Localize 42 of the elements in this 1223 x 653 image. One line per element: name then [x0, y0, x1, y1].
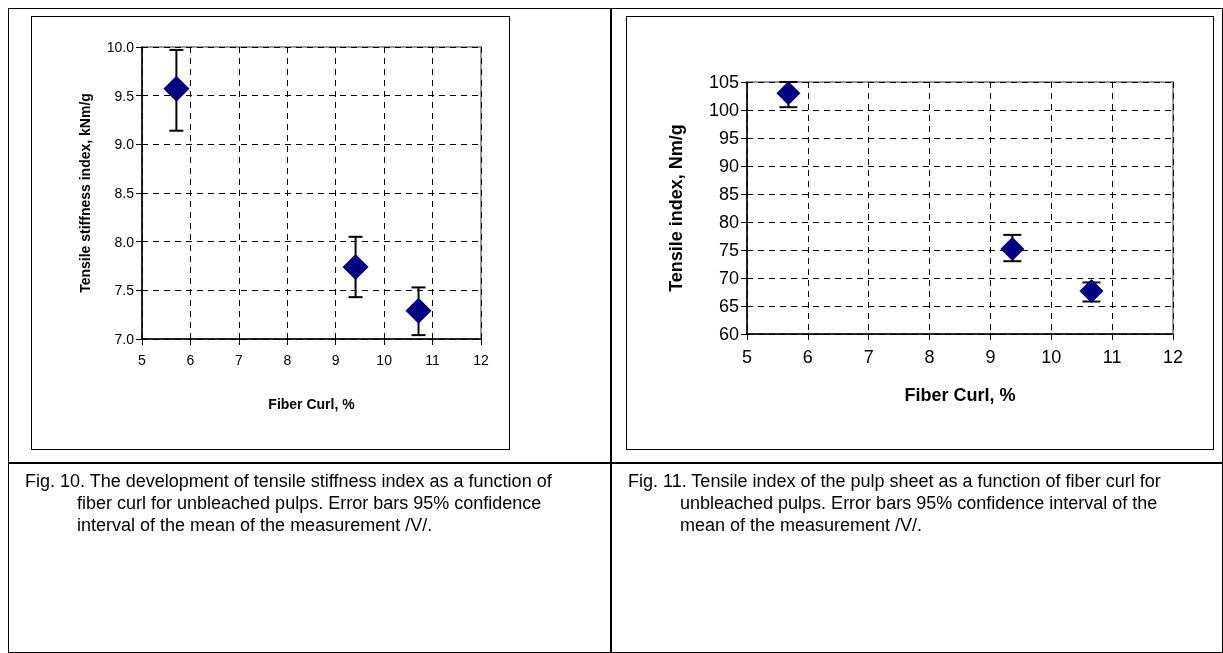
y-tick-label: 75: [718, 240, 739, 260]
y-tick-label: 70: [718, 268, 739, 288]
y-tick-label: 95: [718, 128, 739, 148]
y-axis-title: Tensile index, Nm/g: [666, 124, 686, 292]
x-axis-title: Fiber Curl, %: [268, 396, 356, 412]
x-tick-label: 12: [473, 352, 489, 368]
point: [163, 75, 190, 102]
x-tick-label: 7: [863, 347, 874, 367]
caption: Fig. 11. Tensile index of the pulp sheet as a function of fiber curl for unbleached pulps. Error bars 95% confidence interval of the mean of the measurement /V/.: [628, 470, 1162, 536]
x-tick-label: 6: [802, 347, 813, 367]
y-tick-label: 9.5: [114, 87, 135, 104]
point: [342, 253, 369, 280]
y-tick-label: 8.0: [114, 233, 135, 250]
y-tick-label: 90: [718, 156, 739, 176]
point: [405, 297, 432, 324]
y-tick-label: 10.0: [106, 39, 135, 55]
y-tick-label: 9.0: [114, 136, 135, 153]
x-tick-label: 7: [234, 352, 243, 368]
x-tick-label: 10: [1041, 347, 1062, 367]
x-tick-label: 10: [376, 352, 393, 368]
x-tick-label: 8: [283, 352, 292, 368]
y-tick-label: 105: [708, 72, 739, 92]
x-axis-title: Fiber Curl, %: [904, 385, 1016, 405]
x-tick-label: 9: [985, 347, 996, 367]
x-tick-label: 11: [1102, 347, 1122, 367]
x-tick-label: 6: [186, 352, 195, 368]
y-tick-label: 100: [708, 100, 739, 120]
y-tick-label: 8.5: [114, 185, 135, 201]
caption: Fig. 10. The development of tensile stiffness index as a function of fiber curl for unbleached pulps. Error bars 95% confidence interval of the mean of the measurement /V/.: [25, 470, 553, 536]
y-tick-label: 85: [718, 184, 739, 204]
x-tick-label: 11: [425, 352, 441, 368]
y-tick-label: 7.5: [114, 282, 135, 299]
x-tick-label: 5: [741, 347, 753, 367]
x-tick-label: 9: [331, 352, 340, 368]
x-tick-label: 8: [924, 347, 935, 367]
y-axis-title: Tensile stiffness index, kNm/g: [77, 93, 93, 293]
y-tick-label: 80: [718, 212, 739, 232]
y-tick-label: 60: [718, 324, 739, 344]
y-tick-label: 65: [718, 296, 739, 316]
x-tick-label: 12: [1162, 347, 1184, 367]
x-tick-label: 5: [138, 352, 147, 368]
y-tick-label: 7.0: [114, 331, 135, 347]
